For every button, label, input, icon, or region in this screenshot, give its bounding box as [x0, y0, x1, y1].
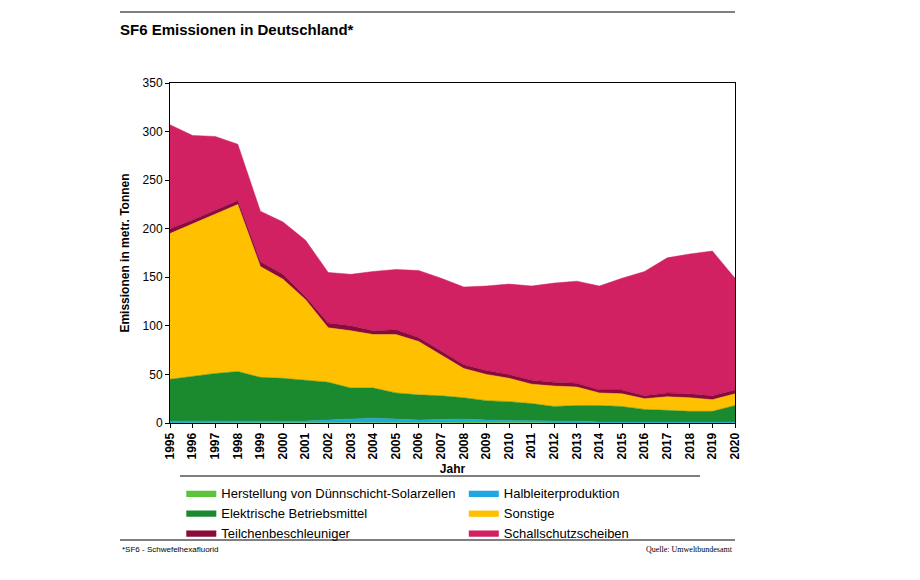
- svg-text:1999: 1999: [253, 432, 267, 459]
- svg-text:2014: 2014: [592, 432, 606, 459]
- svg-text:1997: 1997: [208, 432, 222, 459]
- svg-text:Teilchenbeschleuniger: Teilchenbeschleuniger: [221, 526, 350, 541]
- svg-text:2019: 2019: [705, 432, 719, 459]
- svg-text:1998: 1998: [231, 432, 245, 459]
- svg-text:2000: 2000: [276, 432, 290, 459]
- svg-text:2002: 2002: [321, 432, 335, 459]
- svg-text:2017: 2017: [660, 432, 674, 459]
- svg-text:1995: 1995: [163, 432, 177, 459]
- svg-text:*SF6 - Schwefelhexafluorid: *SF6 - Schwefelhexafluorid: [122, 545, 219, 554]
- svg-text:2004: 2004: [366, 432, 380, 459]
- svg-text:2020: 2020: [728, 432, 742, 459]
- svg-text:200: 200: [143, 222, 163, 236]
- svg-text:2003: 2003: [344, 432, 358, 459]
- svg-text:1996: 1996: [186, 432, 200, 459]
- svg-text:SF6 Emissionen in Deutschland*: SF6 Emissionen in Deutschland*: [120, 21, 354, 38]
- svg-text:2016: 2016: [638, 432, 652, 459]
- svg-text:250: 250: [143, 173, 163, 187]
- svg-text:2009: 2009: [479, 432, 493, 459]
- svg-text:2005: 2005: [389, 432, 403, 459]
- svg-text:2001: 2001: [299, 432, 313, 459]
- svg-text:300: 300: [143, 125, 163, 139]
- svg-text:Halbleiterproduktion: Halbleiterproduktion: [504, 486, 620, 501]
- svg-text:Schallschutzscheiben: Schallschutzscheiben: [504, 526, 629, 541]
- svg-text:2012: 2012: [547, 432, 561, 459]
- svg-text:350: 350: [143, 76, 163, 90]
- svg-text:Jahr: Jahr: [440, 462, 466, 476]
- svg-text:2010: 2010: [502, 432, 516, 459]
- svg-text:2015: 2015: [615, 432, 629, 459]
- svg-text:Sonstige: Sonstige: [504, 506, 555, 521]
- svg-text:150: 150: [143, 270, 163, 284]
- svg-text:2006: 2006: [412, 432, 426, 459]
- svg-text:2011: 2011: [525, 432, 539, 458]
- svg-text:0: 0: [156, 416, 163, 430]
- svg-text:Emissionen in metr. Tonnen: Emissionen in metr. Tonnen: [118, 173, 132, 332]
- svg-text:Herstellung von Dünnschicht-So: Herstellung von Dünnschicht-Solarzellen: [221, 486, 455, 501]
- svg-text:2018: 2018: [683, 432, 697, 459]
- svg-text:50: 50: [149, 368, 163, 382]
- svg-text:2013: 2013: [570, 432, 584, 459]
- svg-text:100: 100: [143, 319, 163, 333]
- svg-text:2008: 2008: [457, 432, 471, 459]
- svg-text:2007: 2007: [434, 432, 448, 459]
- svg-text:Elektrische Betriebsmittel: Elektrische Betriebsmittel: [221, 506, 367, 521]
- svg-text:Quelle: Umweltbundesamt: Quelle: Umweltbundesamt: [646, 545, 733, 554]
